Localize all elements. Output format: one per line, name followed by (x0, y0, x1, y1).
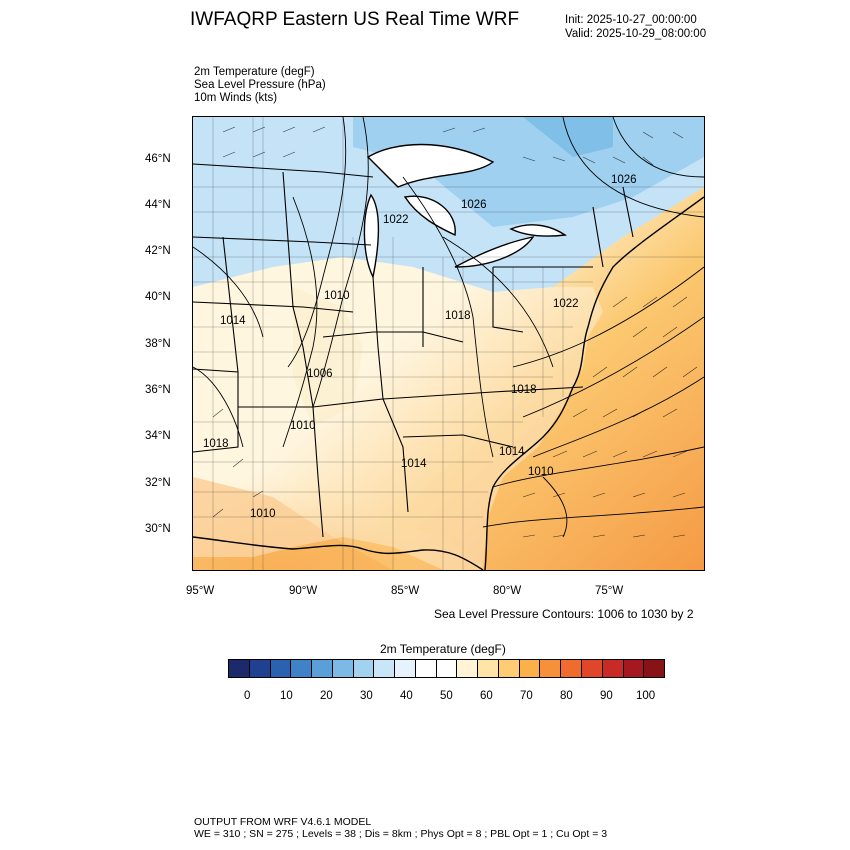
colorbar-cell (582, 660, 603, 677)
pressure-label: 1014 (401, 458, 427, 470)
lat-label: 46°N (145, 153, 171, 165)
map-title: IWFAQRP Eastern US Real Time WRF (190, 9, 520, 30)
lat-label: 34°N (145, 430, 171, 442)
pressure-label: 1010 (528, 466, 554, 478)
pressure-label: 1026 (461, 199, 487, 211)
colorbar-cell (229, 660, 250, 677)
lon-label: 85°W (391, 585, 420, 597)
colorbar-tick: 100 (636, 690, 656, 702)
contour-note: Sea Level Pressure Contours: 1006 to 103… (434, 607, 694, 621)
lat-label: 30°N (145, 523, 171, 535)
lon-label: 95°W (186, 585, 215, 597)
pressure-label: 1018 (203, 438, 229, 450)
lat-label: 36°N (145, 384, 171, 396)
lat-label: 32°N (145, 477, 171, 489)
run-times: Init: 2025-10-27_00:00:00 Valid: 2025-10… (565, 13, 706, 41)
colorbar-tick: 60 (480, 690, 493, 702)
field-label-pressure: Sea Level Pressure (hPa) (194, 79, 326, 91)
colorbar-cell (540, 660, 562, 677)
colorbar-cell (644, 660, 665, 677)
colorbar-cell (395, 660, 416, 677)
weather-map: 1026 1026 1022 1010 1014 1018 1022 1006 … (192, 116, 705, 571)
lat-label: 38°N (145, 338, 171, 350)
model-info: OUTPUT FROM WRF V4.6.1 MODEL (194, 816, 372, 828)
field-label-winds: 10m Winds (kts) (194, 92, 278, 104)
colorbar-cell (519, 660, 541, 677)
colorbar-tick: 70 (520, 690, 533, 702)
colorbar-cell (312, 660, 333, 677)
colorbar-cell (561, 660, 583, 677)
map-canvas: 1026 1026 1022 1010 1014 1018 1022 1006 … (193, 117, 704, 570)
colorbar-cell (249, 660, 271, 677)
colorbar-cell (270, 660, 292, 677)
colorbar-cell (623, 660, 645, 677)
pressure-label: 1010 (290, 420, 316, 432)
pressure-label: 1026 (611, 174, 637, 186)
colorbar-cell (332, 660, 354, 677)
pressure-label: 1022 (553, 298, 579, 310)
lat-label: 40°N (145, 291, 171, 303)
colorbar-cell (602, 660, 624, 677)
colorbar-cell (291, 660, 313, 677)
colorbar-tick: 10 (280, 690, 293, 702)
colorbar-title: 2m Temperature (degF) (380, 642, 506, 656)
colorbar-cell (374, 660, 396, 677)
colorbar-tick: 20 (320, 690, 333, 702)
pressure-label: 1018 (445, 310, 471, 322)
lon-label: 75°W (595, 585, 624, 597)
model-config: WE = 310 ; SN = 275 ; Levels = 38 ; Dis … (194, 828, 608, 840)
colorbar-cell (498, 660, 520, 677)
colorbar-tick: 90 (600, 690, 613, 702)
init-time: Init: 2025-10-27_00:00:00 (565, 14, 697, 26)
pressure-label: 1010 (324, 290, 350, 302)
pressure-label: 1014 (220, 315, 246, 327)
colorbar-tick: 80 (560, 690, 573, 702)
colorbar-cell (353, 660, 375, 677)
colorbar-tick: 40 (400, 690, 413, 702)
colorbar-cell (436, 660, 458, 677)
lat-label: 42°N (145, 245, 171, 257)
valid-time: Valid: 2025-10-29_08:00:00 (565, 28, 707, 40)
lon-label: 80°W (493, 585, 522, 597)
pressure-label: 1010 (250, 508, 276, 520)
lat-label: 44°N (145, 199, 171, 211)
colorbar (228, 659, 665, 678)
colorbar-cell (415, 660, 437, 677)
field-label-temperature: 2m Temperature (degF) (194, 66, 315, 78)
colorbar-tick: 0 (244, 690, 251, 702)
pressure-label: 1014 (499, 446, 525, 458)
pressure-label: 1022 (383, 214, 409, 226)
pressure-label: 1018 (511, 384, 537, 396)
lon-label: 90°W (289, 585, 318, 597)
pressure-label: 1006 (307, 368, 333, 380)
colorbar-cell (478, 660, 499, 677)
colorbar-tick: 30 (360, 690, 373, 702)
colorbar-cell (457, 660, 479, 677)
colorbar-tick: 50 (440, 690, 453, 702)
